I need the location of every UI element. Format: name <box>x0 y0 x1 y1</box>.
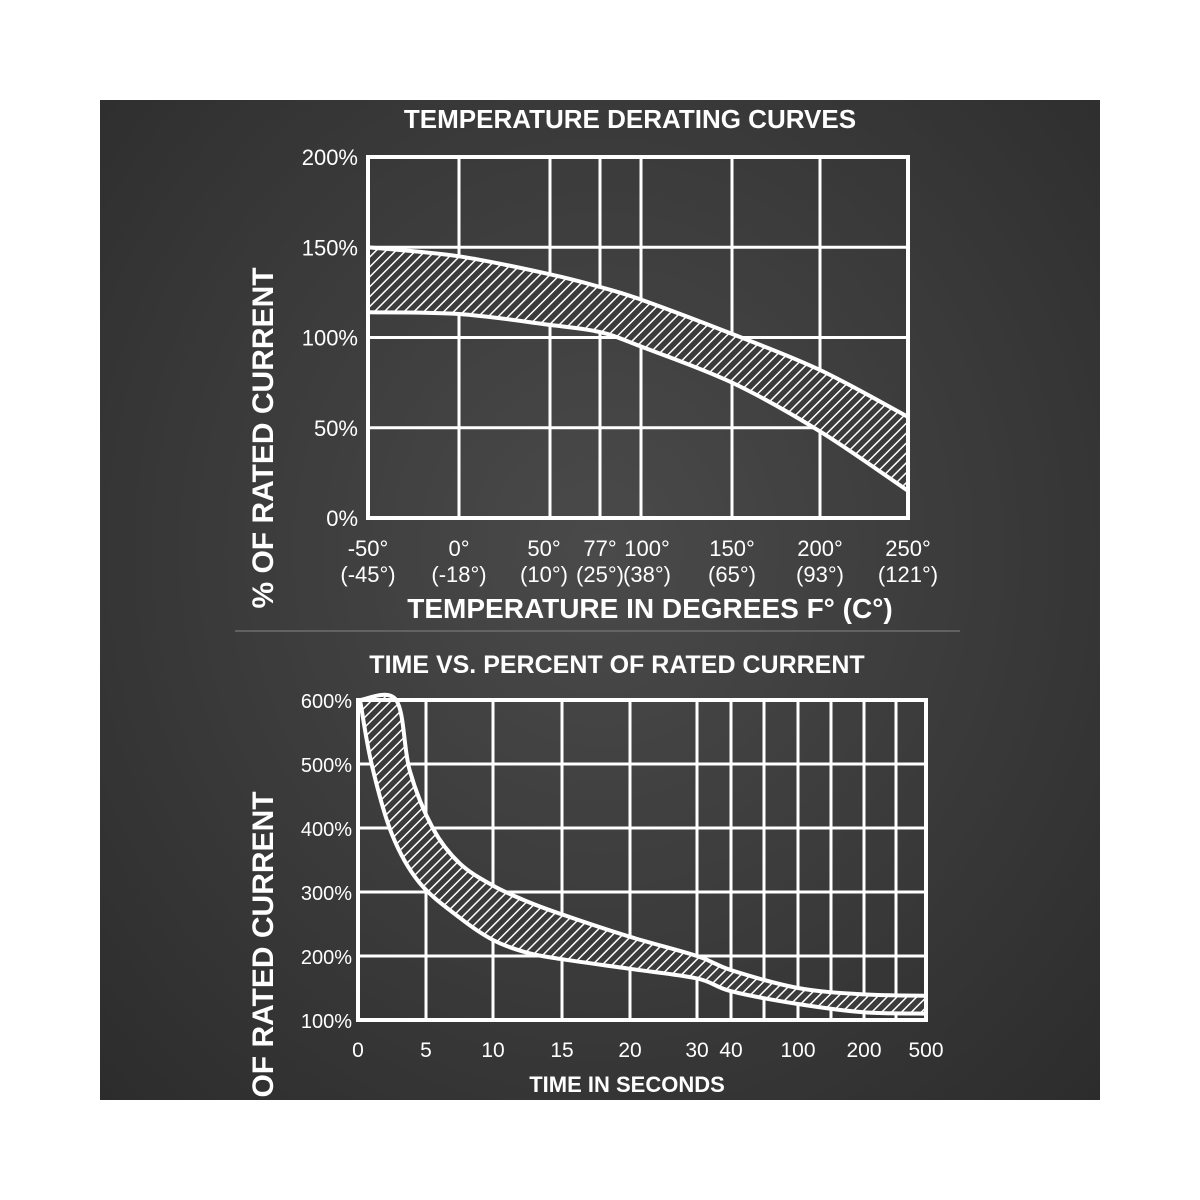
chart2-xlabel: TIME IN SECONDS <box>529 1072 725 1097</box>
chart1-band-area <box>368 247 908 491</box>
chart2-ytick-label: 400% <box>301 819 352 841</box>
chart1-xtick-label: -50° <box>348 536 389 561</box>
chart1-xtick-sublabel: (-18°) <box>431 562 486 587</box>
chart2-xtick-label: 100 <box>780 1039 815 1062</box>
chart2-xtick-label: 10 <box>481 1039 504 1062</box>
chart1-upper-curve <box>367 245 909 419</box>
chart2-xtick-label: 500 <box>908 1039 943 1062</box>
chart2-xtick-label: 15 <box>550 1039 573 1062</box>
chart2-ytick-label: 600% <box>301 691 352 713</box>
chart1-plot-frame <box>366 155 910 520</box>
chart2-ytick-label: 500% <box>301 755 352 777</box>
chart1-xtick-sublabel: (-45°) <box>340 562 395 587</box>
chart2-title: TIME VS. PERCENT OF RATED CURRENT <box>369 651 864 679</box>
chart1-xtick-label: 100° <box>624 536 670 561</box>
chart1-xlabel: TEMPERATURE IN DEGREES F° (C°) <box>407 593 892 624</box>
chart1-xtick-label: 77° <box>583 536 616 561</box>
chart2-plot-frame <box>356 698 928 1022</box>
chart2-ytick-label: 300% <box>301 883 352 905</box>
chart1-title: TEMPERATURE DERATING CURVES <box>404 104 856 134</box>
chart2-xtick-label: 30 <box>685 1039 708 1062</box>
chart1-ytick-label: 50% <box>314 416 358 441</box>
chart2-xtick-label: 20 <box>618 1039 641 1062</box>
chart1-xtick-label: 50° <box>527 536 560 561</box>
chart1-xtick-sublabel: (25°) <box>576 562 624 587</box>
chart1-xtick-label: 0° <box>448 536 469 561</box>
chart1-xtick-sublabel: (10°) <box>520 562 568 587</box>
chart1-xtick-sublabel: (121°) <box>878 562 938 587</box>
chart2-upper-curve <box>359 692 927 998</box>
chart2-xtick-label: 200 <box>846 1039 881 1062</box>
time-current-chart: TIME VS. PERCENT OF RATED CURRENT % OF R… <box>247 651 944 1100</box>
chart1-lower-curve <box>367 310 910 493</box>
chart1-ytick-label: 200% <box>302 145 358 170</box>
chart2-ytick-label: 200% <box>301 947 352 969</box>
chart2-xtick-label: 0 <box>352 1039 364 1062</box>
chart1-ytick-label: 150% <box>302 235 358 260</box>
chart1-xtick-label: 250° <box>885 536 931 561</box>
charts-svg: TEMPERATURE DERATING CURVES % OF RATED C… <box>235 104 960 1100</box>
chart1-xtick-label: 150° <box>709 536 755 561</box>
temperature-derating-chart: TEMPERATURE DERATING CURVES % OF RATED C… <box>247 104 938 624</box>
chart2-lower-curve <box>358 699 927 1016</box>
chart1-ylabel: % OF RATED CURRENT <box>247 267 280 608</box>
chart2-ytick-label: 100% <box>301 1011 352 1033</box>
chart1-xtick-label: 200° <box>797 536 843 561</box>
chart2-ylabel: % OF RATED CURRENT <box>247 791 280 1100</box>
chart1-ytick-label: 100% <box>302 326 358 351</box>
chart1-xtick-sublabel: (65°) <box>708 562 756 587</box>
chart1-xtick-sublabel: (93°) <box>796 562 844 587</box>
chart-panel: TEMPERATURE DERATING CURVES % OF RATED C… <box>100 100 1100 1100</box>
chart1-xtick-sublabel: (38°) <box>623 562 671 587</box>
chart2-band-area <box>360 694 926 1014</box>
chart2-xtick-label: 5 <box>420 1039 432 1062</box>
chart2-xtick-label: 40 <box>719 1039 742 1062</box>
chart1-ytick-label: 0% <box>326 506 358 531</box>
